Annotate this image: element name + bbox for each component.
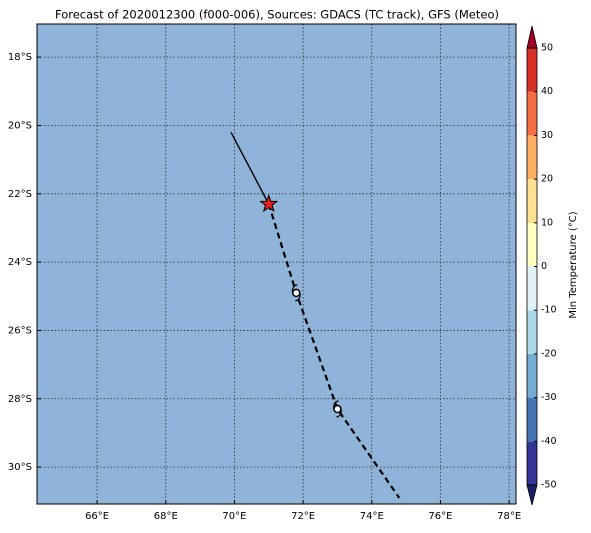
cyclone-eye bbox=[291, 288, 301, 298]
cyclone-eye bbox=[333, 404, 342, 414]
colorbar-extend bbox=[526, 25, 538, 49]
colorbar-tick-label: -20 bbox=[541, 348, 557, 359]
cyclone-symbol bbox=[291, 284, 301, 302]
colorbar-label: Min Temperature (°C) bbox=[568, 211, 579, 318]
cyclone-arm bbox=[333, 400, 339, 410]
colorbar-segment bbox=[527, 310, 537, 354]
cyclone-arm bbox=[295, 292, 301, 302]
x-tick-label: 74°E bbox=[360, 511, 384, 522]
y-tick-label: 18°S bbox=[8, 52, 32, 63]
colorbar-segment bbox=[527, 266, 537, 311]
colorbar-segment bbox=[527, 91, 537, 136]
x-tick-label: 78°E bbox=[497, 511, 521, 522]
chart-title: Forecast of 2020012300 (f000-006), Sourc… bbox=[55, 8, 499, 22]
colorbar-segment bbox=[527, 353, 537, 398]
map-frame bbox=[36, 23, 517, 505]
colorbar-tick-label: 40 bbox=[541, 86, 553, 97]
colorbar-segment bbox=[527, 222, 537, 267]
colorbar-tick-label: 0 bbox=[541, 261, 547, 272]
y-tick-label: 26°S bbox=[8, 325, 32, 336]
colorbar-extend bbox=[526, 484, 538, 506]
colorbar-tick-label: -30 bbox=[541, 392, 557, 403]
y-tick-label: 28°S bbox=[8, 394, 32, 405]
x-tick-label: 68°E bbox=[154, 511, 178, 522]
current-position bbox=[259, 194, 279, 213]
y-tick-label: 30°S bbox=[8, 462, 32, 473]
colorbar-tick-label: -50 bbox=[541, 480, 557, 491]
colorbar-tick-label: 50 bbox=[541, 43, 553, 54]
colorbar-segment bbox=[527, 48, 537, 92]
x-tick-label: 66°E bbox=[85, 511, 109, 522]
forecast-track bbox=[267, 203, 401, 499]
colorbar-tick-label: 10 bbox=[541, 217, 553, 228]
cyclone-arm bbox=[291, 284, 298, 294]
x-tick-label: 76°E bbox=[428, 511, 452, 522]
y-tick-label: 24°S bbox=[8, 257, 32, 268]
colorbar-tick-label: -40 bbox=[541, 436, 557, 447]
cyclone-symbol bbox=[333, 400, 342, 418]
x-tick-label: 72°E bbox=[291, 511, 315, 522]
colorbar-tick-label: -10 bbox=[541, 305, 557, 316]
y-tick-label: 20°S bbox=[8, 120, 32, 131]
colorbar-segment bbox=[527, 441, 537, 485]
colorbar-segment bbox=[527, 179, 537, 223]
cyclone-arm bbox=[336, 408, 342, 418]
y-tick-label: 22°S bbox=[8, 189, 32, 200]
colorbar-segment bbox=[527, 397, 537, 442]
observed-track bbox=[230, 131, 270, 205]
x-tick-label: 70°E bbox=[222, 511, 246, 522]
colorbar-tick-label: 30 bbox=[541, 130, 553, 141]
ocean bbox=[37, 24, 516, 504]
colorbar-tick-label: 20 bbox=[541, 174, 553, 185]
colorbar-segment bbox=[527, 135, 537, 180]
